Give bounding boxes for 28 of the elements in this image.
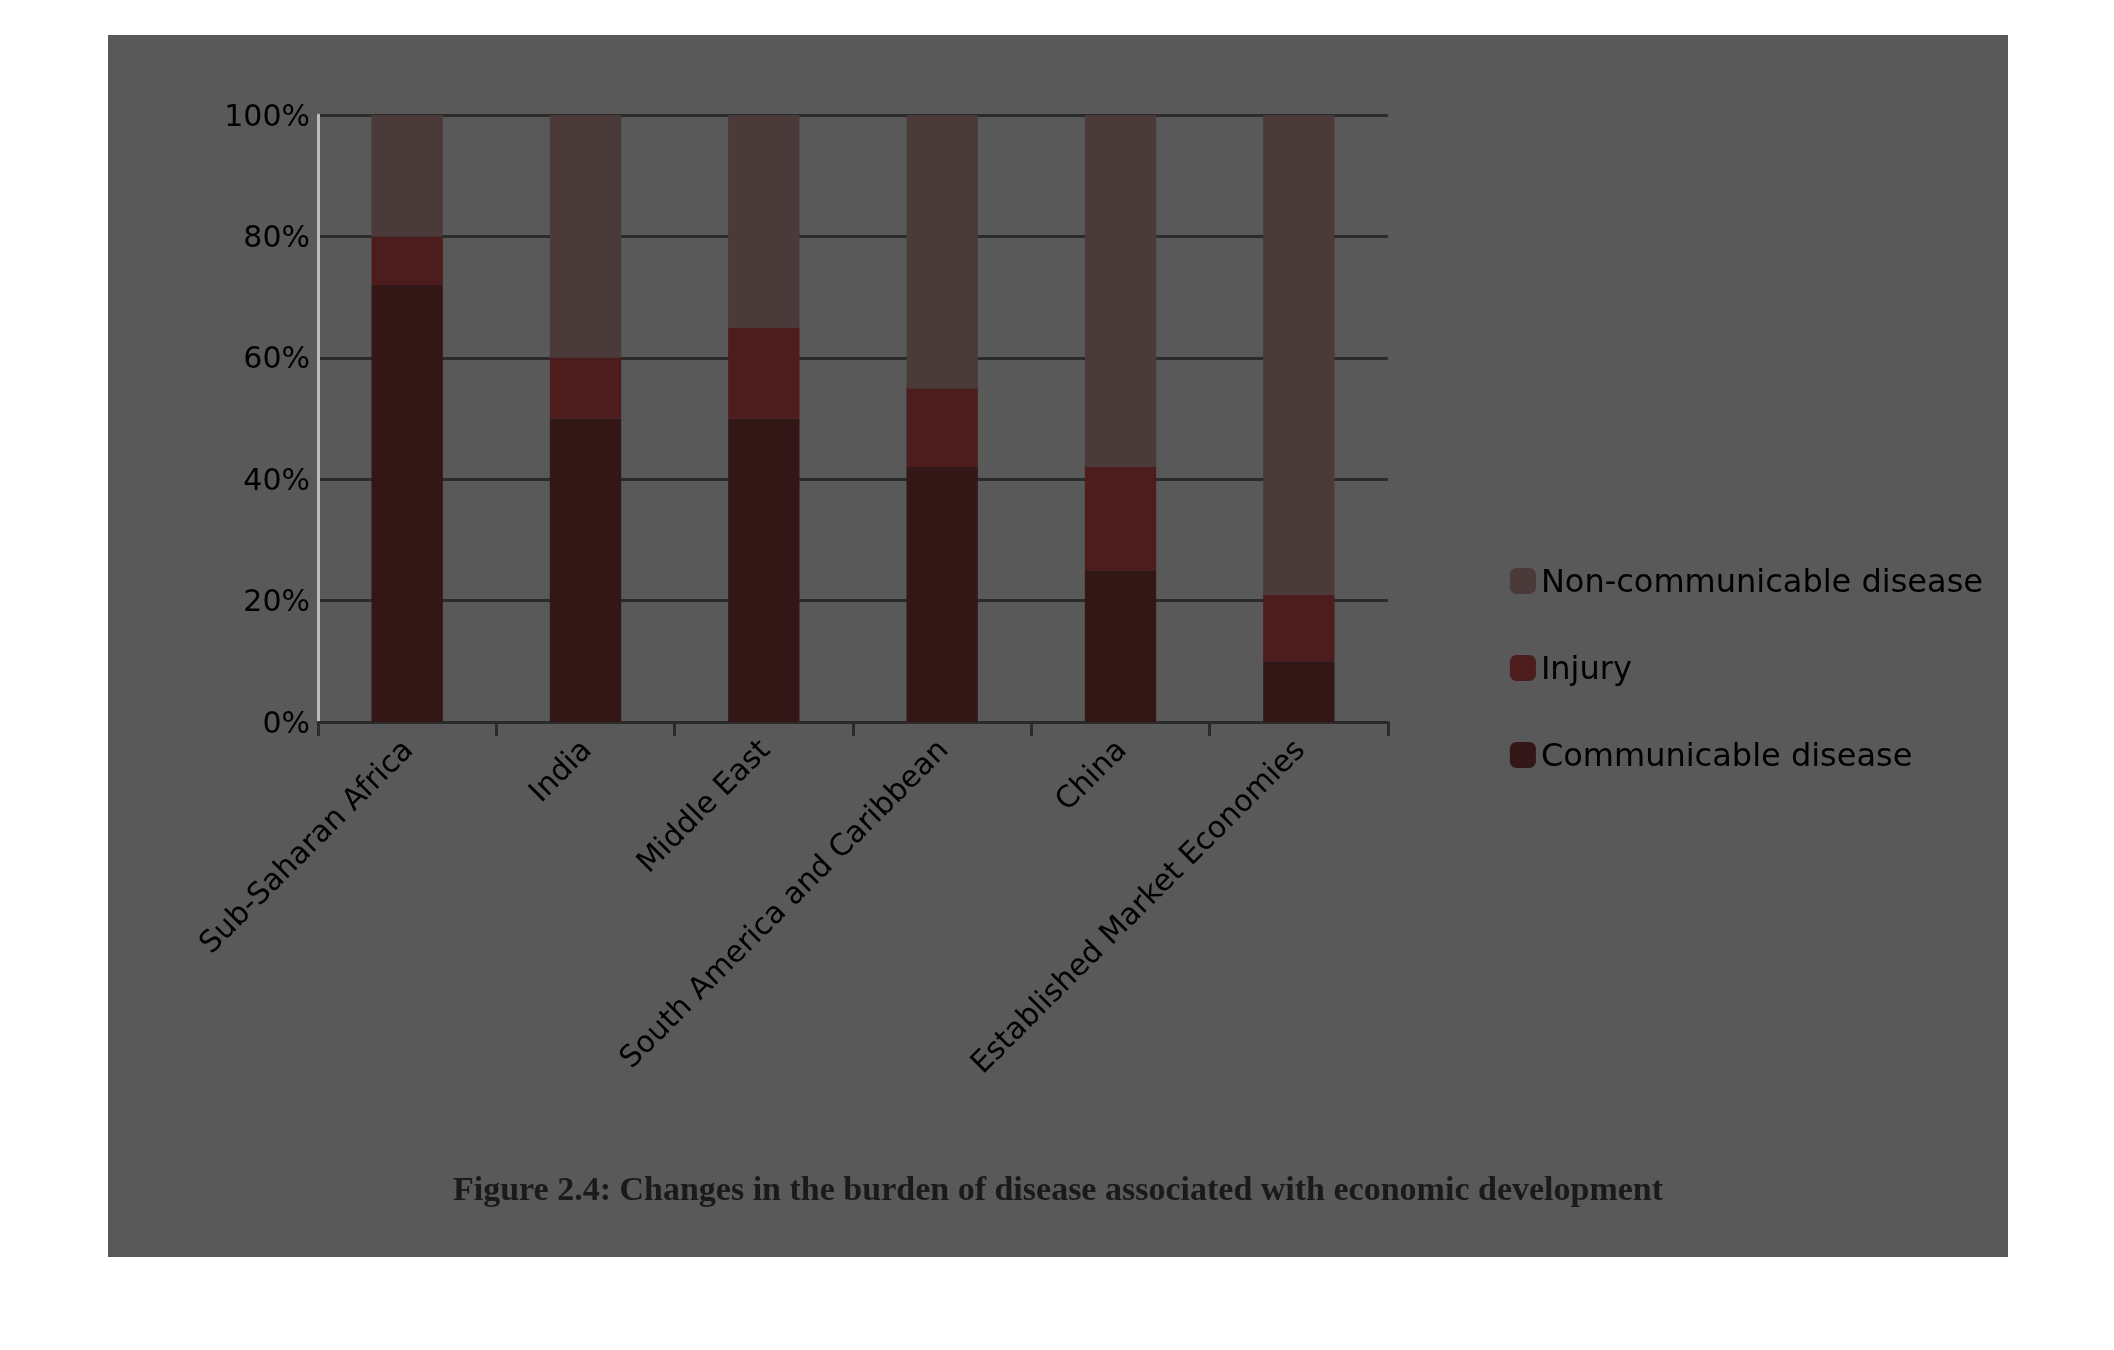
legend-label: Communicable disease bbox=[1540, 736, 1913, 774]
bar bbox=[371, 115, 443, 237]
bar bbox=[1263, 115, 1335, 595]
bar bbox=[1084, 115, 1157, 468]
bar bbox=[728, 327, 800, 419]
legend-label: Injury bbox=[1540, 649, 1632, 687]
y-tick-label: 20% bbox=[243, 583, 310, 619]
y-tick-label: 100% bbox=[224, 97, 310, 133]
y-tick-label: 80% bbox=[243, 218, 310, 254]
bar bbox=[906, 467, 978, 722]
bar bbox=[906, 115, 978, 389]
bar bbox=[1084, 570, 1157, 722]
bar bbox=[728, 418, 800, 722]
bar bbox=[371, 236, 443, 285]
y-tick-label: 40% bbox=[243, 461, 310, 497]
y-tick-label: 0% bbox=[262, 704, 310, 740]
bar bbox=[906, 388, 978, 468]
y-tick-label: 60% bbox=[243, 340, 310, 376]
bar bbox=[1263, 594, 1335, 662]
bar bbox=[549, 418, 622, 722]
legend-label: Non-communicable disease bbox=[1540, 562, 1983, 600]
bar bbox=[549, 115, 622, 358]
bar bbox=[549, 357, 622, 419]
bar bbox=[728, 115, 800, 328]
bar bbox=[371, 284, 443, 722]
bar bbox=[1084, 467, 1157, 571]
text: Figure 2.4: Changes in the burden of disease associated with economic development bbox=[451, 1170, 1665, 1208]
bar bbox=[1263, 661, 1335, 722]
